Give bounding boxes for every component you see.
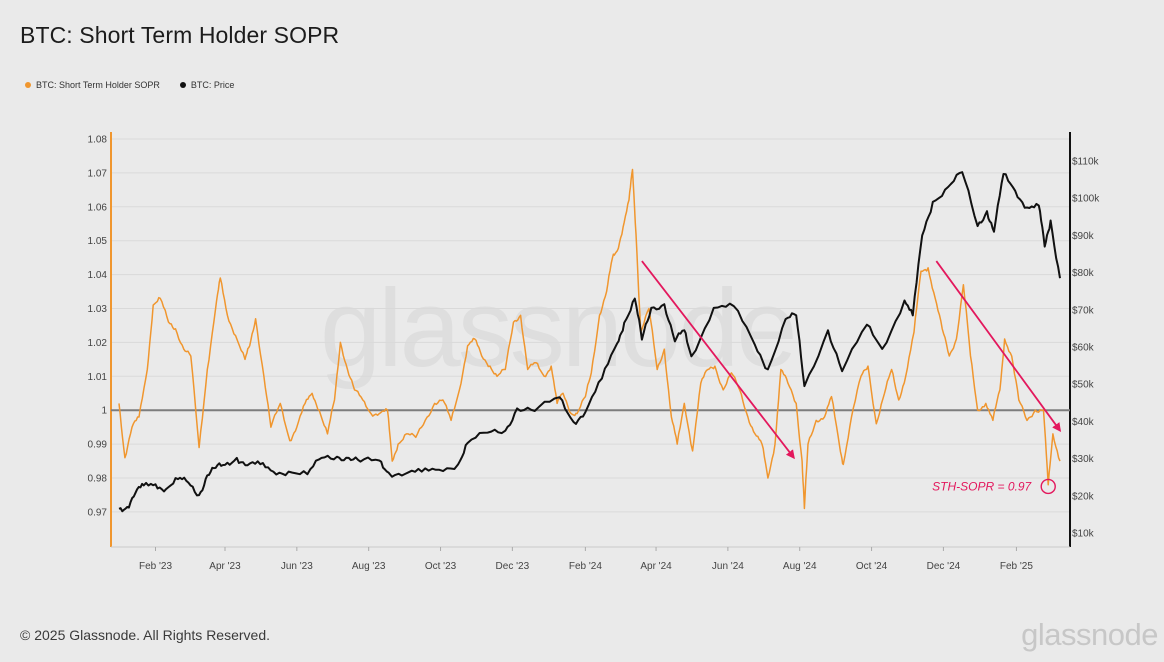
y-left-tick-label: 1.08 <box>88 135 108 146</box>
y-right-tick-label: $20k <box>1072 491 1095 502</box>
y-left-tick-label: 1.02 <box>88 338 108 349</box>
annotation-label: STH-SOPR = 0.97 <box>932 479 1032 493</box>
y-right-tick-label: $90k <box>1072 231 1095 242</box>
x-tick-label: Feb '24 <box>569 561 602 572</box>
y-left-tick-label: 1 <box>101 406 107 417</box>
x-tick-label: Apr '23 <box>209 561 241 572</box>
annotation-arrow <box>641 260 795 460</box>
y-left-tick-label: 1.05 <box>88 236 108 247</box>
y-left-tick-label: 1.04 <box>88 270 108 281</box>
x-tick-label: Feb '25 <box>1000 561 1033 572</box>
annotation-arrow <box>935 260 1062 432</box>
chart-canvas: 1.08 1.07 1.06 1.05 1.04 1.03 1.02 1.01 1 0.99 0.9… <box>88 132 1100 572</box>
legend-item-sopr[interactable]: BTC: Short Term Holder SOPR <box>25 80 160 90</box>
chart-title: BTC: Short Term Holder SOPR <box>20 22 340 48</box>
x-tick-label: Dec '24 <box>927 561 961 572</box>
y-left-tick-label: 0.98 <box>88 474 108 485</box>
x-tick-label: Apr '24 <box>640 561 672 572</box>
legend-dot-price <box>179 82 186 88</box>
y-right-tick-label: $10k <box>1072 529 1095 540</box>
legend-item-price[interactable]: BTC: Price <box>179 80 235 90</box>
legend-dot-sopr <box>25 82 31 88</box>
y-right-tick-label: $70k <box>1072 305 1095 316</box>
y-right-tick-label: $30k <box>1072 454 1095 465</box>
x-tick-label: Oct '23 <box>425 561 457 572</box>
x-tick-label: Jun '23 <box>281 561 313 572</box>
y-right-tick-label: $80k <box>1072 268 1095 279</box>
y-left-tick-label: 1.03 <box>88 304 108 315</box>
y-right-tick-label: $60k <box>1072 343 1095 354</box>
series-line-price <box>118 171 1061 513</box>
y-left-tick-label: 0.99 <box>88 440 108 451</box>
legend-label-sopr: BTC: Short Term Holder SOPR <box>36 80 160 90</box>
y-left-tick-label: 0.97 <box>88 507 108 518</box>
chart-legend: BTC: Short Term Holder SOPR BTC: Price <box>25 80 234 90</box>
x-tick-label: Jun '24 <box>712 561 744 572</box>
y-right-tick-label: $40k <box>1072 417 1095 428</box>
y-right-tick-label: $110k <box>1072 157 1100 168</box>
series-line-sopr <box>118 168 1061 510</box>
y-left-tick-label: 1.06 <box>88 202 108 213</box>
annotation-circle <box>1040 478 1056 495</box>
y-right-tick-label: $50k <box>1072 380 1095 391</box>
x-tick-label: Dec '23 <box>496 561 530 572</box>
legend-label-price: BTC: Price <box>190 80 235 90</box>
brand-logo: glassnode <box>1021 617 1158 652</box>
x-tick-label: Feb '23 <box>139 561 172 572</box>
copyright-footer: © 2025 Glassnode. All Rights Reserved. <box>20 627 271 643</box>
y-left-tick-label: 1.07 <box>88 168 108 179</box>
y-right-tick-label: $100k <box>1072 194 1100 205</box>
x-tick-label: Oct '24 <box>856 561 888 572</box>
x-tick-label: Aug '23 <box>352 561 386 572</box>
x-tick-label: Aug '24 <box>783 561 817 572</box>
y-left-tick-label: 1.01 <box>88 372 108 383</box>
